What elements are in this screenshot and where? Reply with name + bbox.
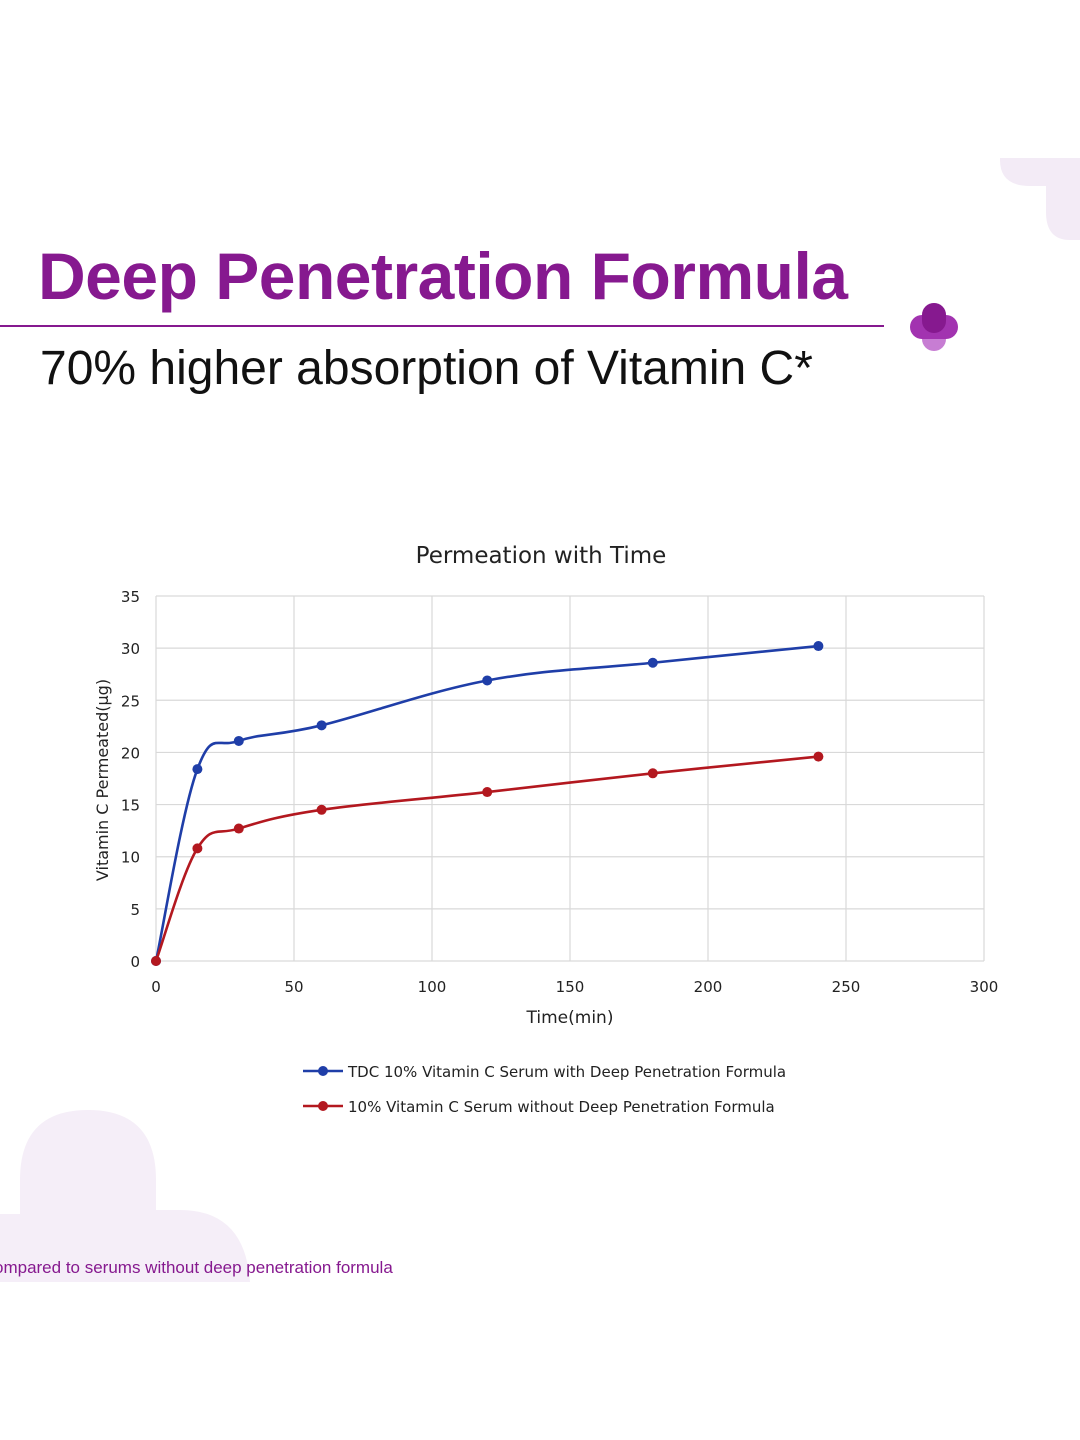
bottom-left-decoration bbox=[0, 1110, 250, 1282]
chart-series bbox=[151, 641, 824, 966]
y-tick-label: 5 bbox=[130, 901, 140, 919]
y-tick-label: 10 bbox=[121, 849, 140, 867]
x-axis-label: Time(min) bbox=[526, 1008, 614, 1028]
page-subtitle: 70% higher absorption of Vitamin C* bbox=[40, 342, 813, 395]
x-tick-label: 100 bbox=[418, 978, 447, 996]
x-tick-label: 200 bbox=[694, 978, 723, 996]
data-point bbox=[316, 804, 327, 815]
footer-band bbox=[0, 1282, 1080, 1440]
data-point bbox=[482, 787, 493, 798]
title-divider bbox=[0, 325, 884, 327]
data-point bbox=[192, 764, 203, 775]
plus-cross-icon bbox=[910, 303, 958, 351]
y-tick-label: 20 bbox=[121, 744, 140, 762]
data-point bbox=[192, 843, 203, 854]
data-point bbox=[813, 641, 824, 652]
data-point bbox=[813, 751, 824, 762]
x-tick-label: 0 bbox=[151, 978, 161, 996]
y-axis-label: Vitamin C Permeated(µg) bbox=[93, 679, 112, 881]
legend-label: 10% Vitamin C Serum without Deep Penetra… bbox=[348, 1098, 775, 1116]
series-line bbox=[154, 644, 819, 962]
x-tick-label: 250 bbox=[832, 978, 861, 996]
data-point bbox=[647, 768, 658, 779]
chart-ticks: 0 5 10 15 20 25 30 35 0 50 100 150 200 250 300 bbox=[121, 588, 998, 996]
footnote: ompared to serums without deep penetrati… bbox=[0, 1258, 393, 1277]
y-tick-label: 35 bbox=[121, 588, 140, 606]
x-tick-label: 300 bbox=[970, 978, 999, 996]
x-tick-label: 150 bbox=[556, 978, 585, 996]
chart-title: Permeation with Time bbox=[416, 543, 667, 569]
legend-marker bbox=[318, 1101, 328, 1111]
data-point bbox=[647, 657, 658, 668]
chart-grid bbox=[155, 595, 985, 962]
data-point bbox=[151, 956, 161, 966]
y-tick-label: 30 bbox=[121, 640, 140, 658]
x-tick-label: 50 bbox=[284, 978, 303, 996]
legend-marker bbox=[318, 1066, 328, 1076]
page-title: Deep Penetration Formula bbox=[38, 239, 848, 313]
legend-label: TDC 10% Vitamin C Serum with Deep Penetr… bbox=[347, 1063, 786, 1081]
data-point bbox=[482, 675, 493, 686]
chart-legend: TDC 10% Vitamin C Serum with Deep Penetr… bbox=[303, 1063, 786, 1116]
data-point bbox=[233, 735, 244, 746]
y-tick-label: 25 bbox=[121, 692, 140, 710]
data-point bbox=[316, 720, 327, 731]
y-tick-label: 15 bbox=[121, 797, 140, 815]
data-point bbox=[233, 823, 244, 834]
permeation-chart: Permeation with Time 0 5 10 15 20 25 30 35 0 50 10… bbox=[93, 543, 998, 1116]
y-tick-label: 0 bbox=[130, 953, 140, 971]
